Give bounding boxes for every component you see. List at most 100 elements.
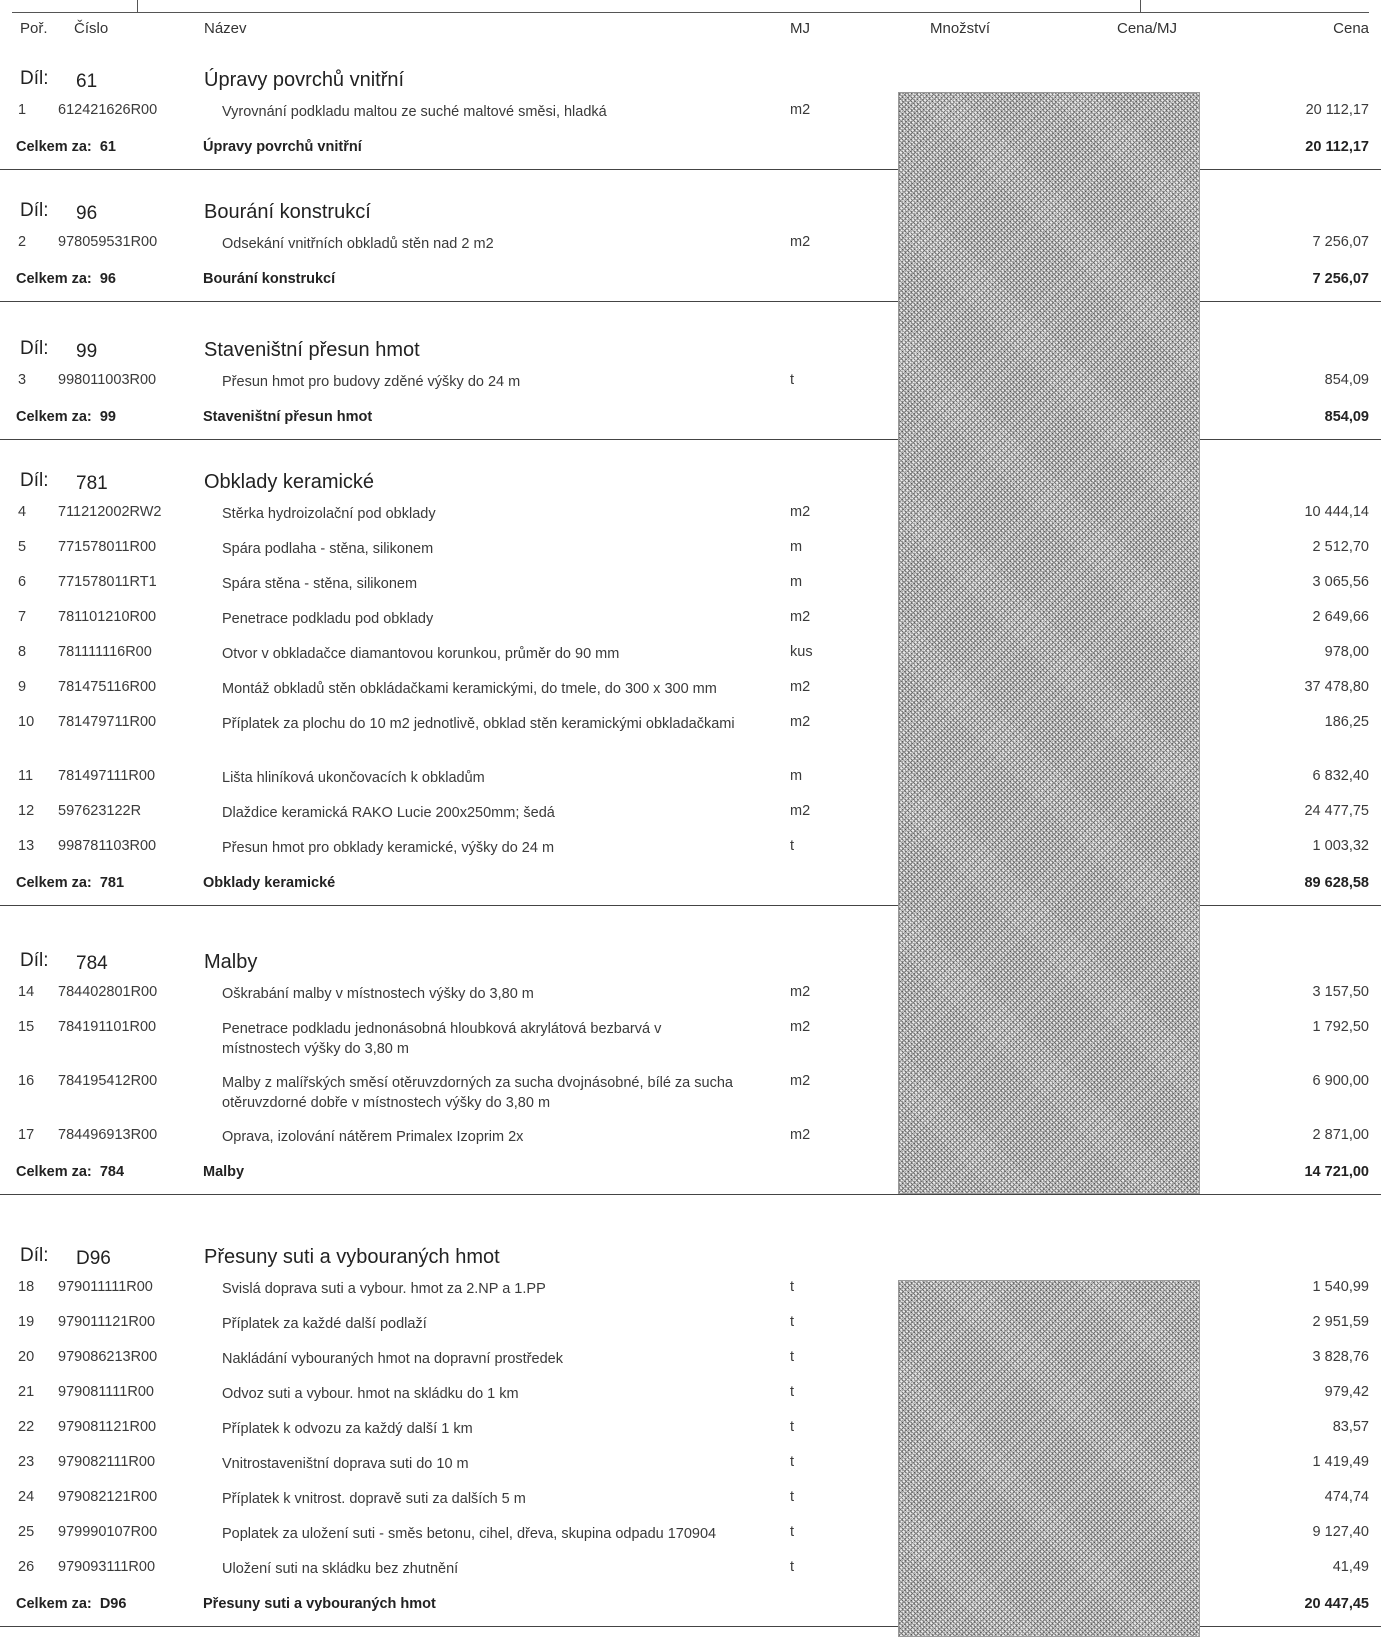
row-mj: t <box>790 1454 795 1470</box>
total-num: 61 <box>99 139 116 155</box>
row-cislo: 979093111R00 <box>58 1559 156 1575</box>
table-row: 3 998011003R00 Přesun hmot pro budovy zděn… <box>0 366 1381 401</box>
total-cena: 7 256,07 <box>1312 271 1369 287</box>
row-cislo: 781475116R00 <box>58 679 157 695</box>
total-num: 96 <box>99 271 116 287</box>
row-mj: t <box>790 1524 795 1540</box>
row-cena: 2 649,66 <box>1312 609 1369 625</box>
row-nazev: Oškrabání malby v místnostech výšky do 3… <box>222 986 534 1002</box>
total-cena: 20 447,45 <box>1304 1596 1369 1612</box>
row-cislo: 979086213R00 <box>58 1349 158 1365</box>
row-por: 12 <box>18 803 35 819</box>
row-por: 4 <box>18 504 27 520</box>
row-cena: 2 512,70 <box>1312 539 1369 555</box>
row-mj: t <box>790 1279 795 1295</box>
row-cena: 7 256,07 <box>1312 234 1369 250</box>
row-cena: 854,09 <box>1324 372 1369 388</box>
row-por: 22 <box>18 1419 35 1435</box>
row-cena: 979,42 <box>1324 1384 1369 1400</box>
dil-label: Díl: <box>20 338 49 359</box>
section-dil-96: Díl: 96 Bourání konstrukcí 2 978059531R00 Ods… <box>0 190 1381 302</box>
section-dil-781: Díl: 781 Obklady keramické 4 711212002RW2 Stě… <box>0 460 1381 906</box>
row-cislo: 998011003R00 <box>58 372 157 388</box>
table-row: 26 979093111R00 Uložení suti na skládku be… <box>0 1553 1381 1588</box>
row-nazev: Příplatek k odvozu za každý další 1 km <box>222 1421 473 1437</box>
total-name: Bourání konstrukcí <box>203 271 336 287</box>
row-cena: 474,74 <box>1324 1489 1369 1505</box>
row-por: 25 <box>18 1524 35 1540</box>
frame-divider <box>137 0 138 12</box>
row-por: 21 <box>18 1384 35 1400</box>
row-mj: m2 <box>790 1073 811 1089</box>
header-cislo: Číslo <box>74 20 109 37</box>
row-por: 26 <box>18 1559 35 1575</box>
row-por: 11 <box>18 768 34 784</box>
row-cena: 978,00 <box>1324 644 1369 660</box>
header-mnozstvi: Množství <box>930 20 991 37</box>
total-label-text: Celkem za: <box>16 1596 92 1612</box>
table-row: 4 711212002RW2 Stěrka hydroizolační pod ob… <box>0 498 1381 533</box>
total-label-text: Celkem za: <box>16 409 92 425</box>
row-nazev: Příplatek za plochu do 10 m2 jednotlivě,… <box>222 716 735 732</box>
total-label: Celkem za: 99 <box>16 409 116 425</box>
row-nazev: Penetrace podkladu pod obklady <box>222 611 434 627</box>
row-cena: 186,25 <box>1324 714 1369 730</box>
row-nazev: Montáž obkladů stěn obkládačkami keramic… <box>222 681 717 697</box>
table-row: 5 771578011R00 Spára podlaha - stěna, sili… <box>0 533 1381 568</box>
table-row: 25 979990107R00 Poplatek za uložení suti -… <box>0 1518 1381 1553</box>
row-por: 19 <box>18 1314 35 1330</box>
row-cislo: 979011111R00 <box>58 1279 153 1295</box>
row-cislo: 979082111R00 <box>58 1454 156 1470</box>
table-row: 6 771578011RT1 Spára stěna - stěna, siliko… <box>0 568 1381 603</box>
row-cislo: 784496913R00 <box>58 1127 158 1143</box>
row-cislo: 781111116R00 <box>58 644 152 660</box>
row-mj: t <box>790 1349 795 1365</box>
row-mj: t <box>790 1419 795 1435</box>
row-nazev: Malby z malířských směsí otěruvzdorných … <box>222 1075 733 1111</box>
dil-name: Malby <box>204 951 258 973</box>
total-name: Obklady keramické <box>203 875 336 891</box>
row-mj: m <box>790 768 803 784</box>
table-row: 23 979082111R00 Vnitrostaveništní doprava … <box>0 1448 1381 1483</box>
row-cena: 1 540,99 <box>1312 1279 1369 1295</box>
row-nazev: Lišta hliníková ukončovacích k obkladům <box>222 770 485 786</box>
total-label: Celkem za: 96 <box>16 271 116 287</box>
row-nazev: Stěrka hydroizolační pod obklady <box>222 506 436 522</box>
row-cena: 2 871,00 <box>1312 1127 1369 1143</box>
section-total: Celkem za: 781 Obklady keramické 89 628,58 <box>0 867 1381 906</box>
row-mj: t <box>790 1314 795 1330</box>
row-mj: t <box>790 1384 795 1400</box>
row-cislo: 784191101R00 <box>58 1019 157 1035</box>
row-cena: 37 478,80 <box>1304 679 1369 695</box>
table-row: 21 979081111R00 Odvoz suti a vybour. hmot … <box>0 1378 1381 1413</box>
section-total: Celkem za: 99 Staveništní přesun hmot 854,… <box>0 401 1381 440</box>
row-cislo: 781479711R00 <box>58 714 157 730</box>
table-header: Poř. Číslo Název MJ Množství Cena/MJ Cen… <box>0 20 1381 44</box>
row-nazev: Nakládání vybouraných hmot na dopravní p… <box>222 1351 563 1367</box>
table-row: 24 979082121R00 Příplatek k vnitrost. dopr… <box>0 1483 1381 1518</box>
row-mj: m2 <box>790 803 811 819</box>
row-nazev: Spára podlaha - stěna, silikonem <box>222 541 434 557</box>
total-label-text: Celkem za: <box>16 875 92 891</box>
table-row: 8 781111116R00 Otvor v obkladačce diamanto… <box>0 638 1381 673</box>
section-dil-D96: Díl: D96 Přesuny suti a vybouraných hmot 18… <box>0 1235 1381 1627</box>
redacted-block <box>898 1280 1200 1637</box>
row-cislo: 771578011R00 <box>58 539 157 555</box>
total-num: 784 <box>99 1164 125 1180</box>
row-por: 15 <box>18 1019 35 1035</box>
total-num: 781 <box>99 875 125 891</box>
dil-label: Díl: <box>20 200 49 221</box>
table-row: 7 781101210R00 Penetrace podkladu pod obkl… <box>0 603 1381 638</box>
section-dil-784: Díl: 784 Malby 14 784402801R00 Oškrabání malb… <box>0 940 1381 1195</box>
total-label: Celkem za: 784 <box>16 1164 124 1180</box>
total-label: Celkem za: 781 <box>16 875 124 891</box>
total-label: Celkem za: 61 <box>16 139 116 155</box>
row-cislo: 781101210R00 <box>58 609 157 625</box>
row-cislo: 771578011RT1 <box>58 574 157 590</box>
header-nazev: Název <box>204 20 247 37</box>
row-por: 8 <box>18 644 27 660</box>
row-cena: 24 477,75 <box>1304 803 1369 819</box>
table-row: 11 781497111R00 Lišta hliníková ukončovací… <box>0 762 1381 797</box>
row-mj: m <box>790 539 803 555</box>
table-row: 18 979011111R00 Svislá doprava suti a vybo… <box>0 1273 1381 1308</box>
